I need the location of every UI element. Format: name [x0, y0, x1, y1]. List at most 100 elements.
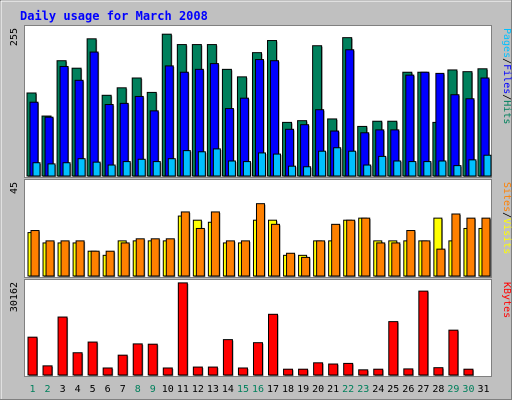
kbytes-kbytes-bar: [464, 369, 473, 375]
day-label: 11: [177, 384, 189, 395]
day-label: 21: [327, 384, 339, 395]
day-label: 9: [150, 384, 156, 395]
day-label: 5: [90, 384, 96, 395]
legend-item: KBytes: [501, 282, 512, 318]
hits-pages-bar: [168, 159, 175, 176]
hits-pages-bar: [484, 155, 491, 176]
chart-title: Daily usage for March 2008: [20, 9, 208, 23]
visits-sites-bar: [91, 251, 99, 276]
visits-sites-bar: [226, 241, 234, 276]
hits-pages-bar: [319, 151, 326, 176]
kbytes-kbytes-bar: [314, 363, 323, 375]
legend-item: Files: [501, 64, 512, 94]
visits-panel: 45 Sites/Visits: [9, 179, 512, 278]
day-label: 30: [462, 384, 474, 395]
visits-sites-bar: [241, 241, 249, 276]
hits-pages-bar: [409, 162, 416, 176]
kbytes-panel: 30162 KBytes: [9, 279, 512, 377]
legend-item: Sites: [501, 182, 512, 212]
hits-pages-bar: [424, 162, 431, 176]
hits-pages-bar: [93, 162, 100, 176]
kbytes-kbytes-bar: [419, 291, 428, 375]
day-label: 7: [120, 384, 126, 395]
hits-pages-bar: [274, 154, 281, 176]
kbytes-kbytes-bar: [148, 344, 157, 375]
visits-sites-bar: [76, 241, 84, 276]
day-label: 12: [192, 384, 204, 395]
kbytes-kbytes-bar: [359, 370, 368, 375]
hits-pages-bar: [334, 148, 341, 176]
visits-sites-bar: [106, 251, 114, 276]
hits-pages-bar: [289, 166, 296, 176]
kbytes-kbytes-bar: [178, 283, 187, 375]
hits-pages-bar: [379, 156, 386, 176]
day-label: 23: [357, 384, 369, 395]
hits-pages-bar: [33, 163, 40, 176]
kbytes-kbytes-bar: [43, 366, 52, 375]
hits-pages-bar: [439, 161, 446, 176]
hits-pages-bar: [198, 152, 205, 176]
hits-pages-bar: [48, 164, 55, 176]
visits-sites-bar: [377, 243, 385, 276]
kbytes-kbytes-bar: [449, 330, 458, 375]
hits-pages-bar: [123, 162, 130, 176]
day-label: 31: [477, 384, 489, 395]
day-label: 6: [105, 384, 111, 395]
kbytes-kbytes-bar: [253, 343, 262, 375]
visits-sites-bar: [332, 224, 340, 276]
visits-sites-bar: [272, 224, 280, 276]
visits-sites-bar: [196, 228, 204, 276]
hits-legend: Pages/Files/Hits: [501, 28, 512, 124]
day-label: 26: [402, 384, 414, 395]
day-label: 17: [267, 384, 279, 395]
hits-pages-bar: [394, 161, 401, 176]
day-label: 10: [162, 384, 174, 395]
visits-sites-bar: [166, 239, 174, 276]
visits-sites-bar: [256, 204, 264, 276]
visits-sites-bar: [452, 214, 460, 276]
legend-item: Pages: [501, 28, 512, 58]
day-label: 20: [312, 384, 324, 395]
kbytes-kbytes-bar: [434, 368, 443, 375]
kbytes-kbytes-bar: [163, 368, 172, 375]
visits-sites-bar: [287, 253, 295, 276]
hits-files-bar: [90, 52, 98, 176]
hits-panel: 255 Pages/Files/Hits: [9, 25, 512, 178]
day-label: 27: [417, 384, 429, 395]
kbytes-kbytes-bar: [404, 369, 413, 375]
hits-pages-bar: [153, 162, 160, 176]
kbytes-kbytes-bar: [193, 367, 202, 375]
visits-sites-bar: [347, 220, 355, 276]
visits-sites-bar: [482, 218, 490, 276]
hits-pages-bar: [213, 149, 220, 176]
day-label: 29: [447, 384, 459, 395]
hits-pages-bar: [258, 153, 265, 176]
visits-sites-bar: [181, 212, 189, 276]
visits-sites-bar: [46, 241, 54, 276]
day-label: 2: [45, 384, 51, 395]
visits-sites-bar: [31, 231, 39, 276]
day-label: 15: [237, 384, 249, 395]
hits-pages-bar: [78, 159, 85, 176]
visits-ymax-label: 45: [9, 182, 20, 194]
visits-sites-bar: [467, 218, 475, 276]
visits-sites-bar: [317, 241, 325, 276]
visits-sites-bar: [211, 212, 219, 276]
visits-sites-bar: [437, 249, 445, 276]
visits-sites-bar: [61, 241, 69, 276]
kbytes-kbytes-bar: [103, 368, 112, 375]
kbytes-kbytes-bar: [299, 369, 308, 375]
hits-pages-bar: [243, 162, 250, 176]
day-label: 4: [75, 384, 81, 395]
kbytes-kbytes-bar: [208, 367, 217, 375]
kbytes-kbytes-bar: [329, 364, 338, 375]
kbytes-legend: KBytes: [501, 282, 512, 318]
kbytes-kbytes-bar: [73, 353, 82, 375]
kbytes-kbytes-bar: [118, 355, 127, 375]
hits-pages-bar: [454, 166, 461, 176]
visits-sites-bar: [362, 218, 370, 276]
day-label: 13: [207, 384, 219, 395]
hits-pages-bar: [138, 159, 145, 176]
kbytes-kbytes-bar: [238, 368, 247, 375]
